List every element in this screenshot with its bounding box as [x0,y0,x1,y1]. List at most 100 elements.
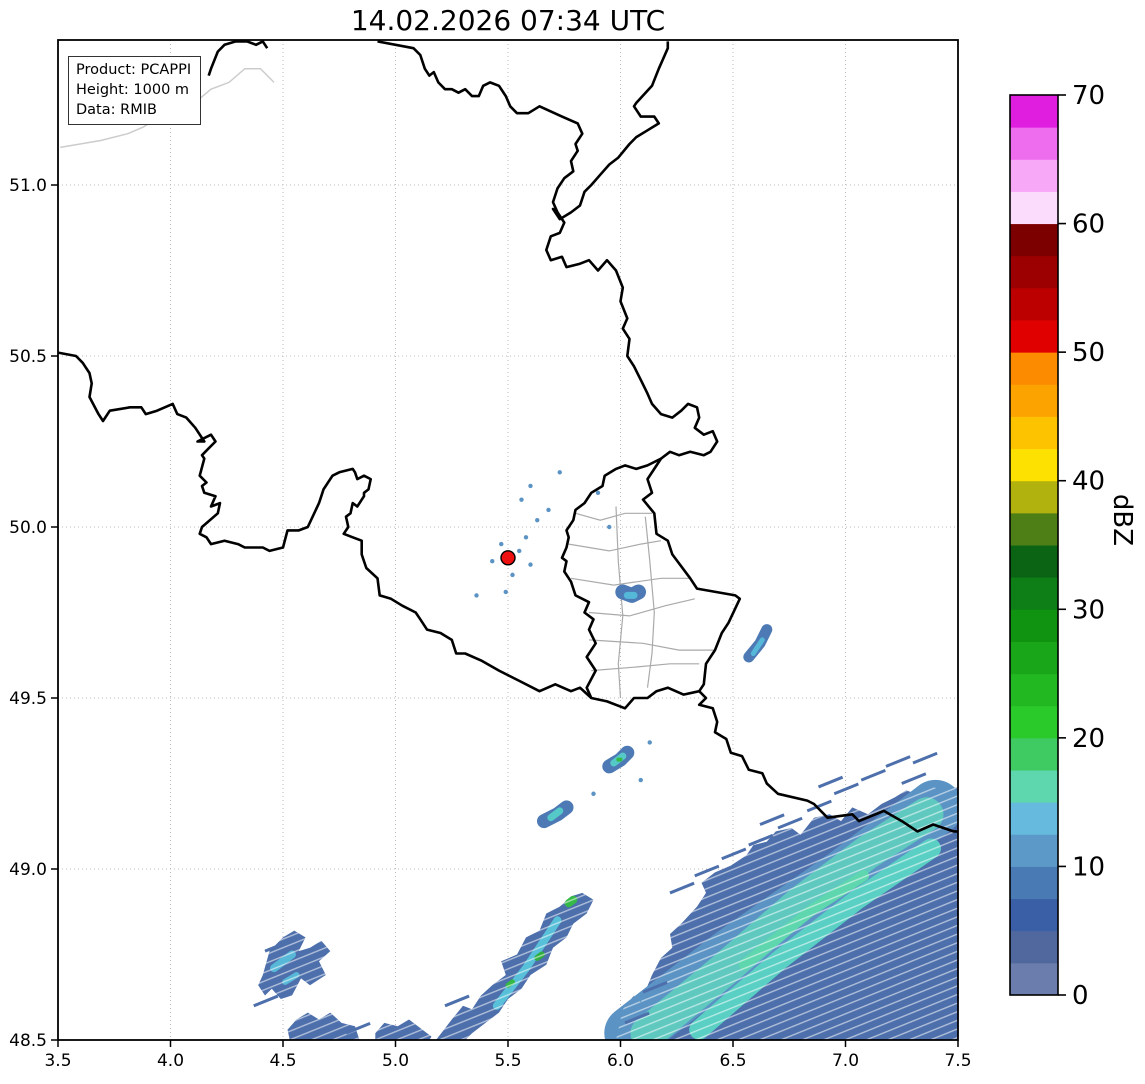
precip-speck [595,490,601,496]
colorbar-segment [1010,737,1058,771]
y-tick-label: 48.5 [9,1031,47,1051]
precip-streak-dash [833,782,859,796]
precip-speck [535,517,540,523]
colorbar-segment [1010,930,1058,964]
precip-streak-dash [669,881,695,895]
precip-streak-dash [777,816,803,830]
precip-cell-east-core [750,637,765,656]
x-tick-label: 6.5 [719,1051,746,1071]
precip-cell-south-2-core [547,807,564,822]
precip-streak-dash [912,751,938,765]
colorbar-segment [1010,480,1058,514]
precip-streak-dash [264,939,290,953]
data-source-line: Data: RMIB [76,102,157,118]
colorbar-segment [1010,641,1058,675]
plot-title: 14.02.2026 07:34 UTC [350,4,666,37]
precip-streak-texture [436,892,594,1040]
x-tick-label: 5.5 [494,1051,521,1071]
colorbar-segment [1010,159,1058,192]
precip-speck [523,535,529,540]
y-tick-label: 49.0 [9,860,47,880]
precip-speck [474,593,479,598]
colorbar-tick-label: 0 [1072,981,1089,1011]
precip-speck [638,777,643,783]
x-tick-label: 3.5 [44,1051,71,1071]
border-be-nl-border-topleft [207,40,269,77]
colorbar-segment [1010,127,1058,160]
colorbar-segment [1010,512,1058,546]
precip-speck [503,589,508,595]
colorbar-segment [1010,191,1058,225]
border-fr-be-border [58,351,593,699]
precip-streak-dash [345,1022,371,1035]
border-be-de-border [544,211,719,460]
precip-speck [519,497,524,502]
canton-border [644,516,655,688]
border-nl-be-border [377,40,584,213]
x-tick-label: 5.0 [382,1051,409,1071]
colorbar-segment [1010,448,1058,482]
colorbar-tick-label: 50 [1072,338,1105,368]
colorbar-segment [1010,962,1058,996]
colorbar-segment [1010,255,1058,289]
product-info-box: Product: PCAPPI Height: 1000 m Data: RMI… [68,56,202,125]
precip-streak-dash [705,898,731,912]
precip-streak-dash [624,1011,650,1025]
canton-border [570,577,691,586]
canton-border [588,598,695,617]
precip-streak-dash [885,755,911,768]
precip-streak-dash [694,864,720,878]
country-borders [58,40,958,833]
precip-speck [607,524,612,530]
colorbar-tick-label: 30 [1072,595,1105,625]
precip-streak-dash [444,994,470,1008]
precip-speck [499,541,504,547]
precip-speck [557,470,562,475]
precip-streak-dash [642,980,668,994]
canton-border [568,540,662,552]
y-tick-label: 50.5 [9,347,47,367]
colorbar-segment [1010,673,1058,707]
precip-streak-texture [375,1019,432,1040]
border-fr-de-border [697,690,958,833]
colorbar-segment [1010,866,1058,900]
colorbar-axis-label: dBZ [1107,493,1138,547]
colorbar-segment [1010,352,1058,385]
precip-streak-dash [748,833,774,847]
colorbar-tick-label: 60 [1072,210,1105,240]
precip-streak-dash [901,772,927,785]
precip-streak-texture [258,930,331,999]
colorbar-segment [1010,802,1058,835]
precip-speck [517,548,522,554]
colorbar-segment [1010,898,1058,932]
colorbar-tick-label: 20 [1072,724,1105,754]
colorbar-segment [1010,770,1058,803]
precip-streak-dash [253,994,279,1008]
axes: 3.5 4.0 4.5 5.0 5.5 6.0 6.5 7.0 7.5 48.5 49.0 49.5 5… [9,39,972,1071]
precip-streak-dash [806,799,832,813]
y-tick-label: 49.5 [9,689,47,709]
colorbar-segment [1010,705,1058,739]
colorbar-segment [1010,416,1058,450]
precip-speck [528,562,533,567]
border-luxembourg-outline [560,457,742,710]
precip-speck [510,572,515,578]
radar-site-marker [500,550,516,566]
colorbar-segment [1010,384,1058,417]
precip-speck [647,740,652,745]
height-line: Height: 1000 m [76,82,190,98]
precip-speck [490,559,495,564]
precipitation-layer [253,470,958,1040]
y-tick-label: 51.0 [9,176,47,196]
precip-streak-dash [721,847,747,861]
canton-border [615,506,624,699]
colorbar-segment [1010,320,1058,353]
precip-speck [546,507,551,513]
x-tick-label: 6.0 [607,1051,634,1071]
x-tick-label: 7.5 [944,1051,971,1071]
colorbar-segment [1010,287,1058,321]
colorbar-segment [1010,834,1058,867]
x-tick-label: 7.0 [832,1051,859,1071]
